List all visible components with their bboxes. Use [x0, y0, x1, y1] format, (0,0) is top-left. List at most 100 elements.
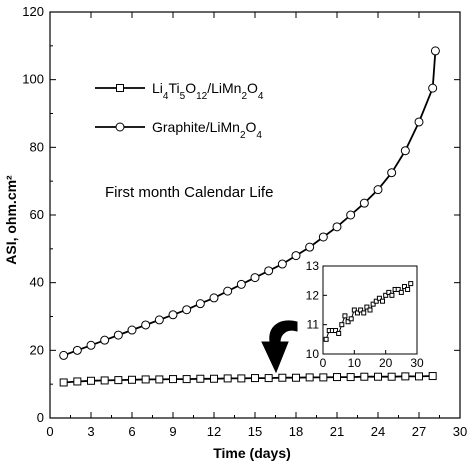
- square-marker: [374, 372, 382, 381]
- square-marker: [264, 374, 273, 383]
- inset-square-marker: [348, 316, 354, 322]
- inset-square-marker: [408, 281, 414, 287]
- circle-marker: [195, 299, 205, 309]
- circle-marker: [414, 117, 424, 127]
- circle-marker: [113, 330, 123, 340]
- legend-marker: [116, 84, 124, 92]
- square-marker: [360, 372, 369, 381]
- circle-marker: [100, 335, 110, 345]
- square-marker: [251, 374, 259, 383]
- legend-marker: [115, 122, 125, 132]
- circle-marker: [277, 259, 287, 269]
- plot-frame: [49, 11, 461, 419]
- inset-square-marker: [351, 307, 357, 313]
- circle-marker: [346, 210, 356, 220]
- square-marker: [333, 373, 341, 382]
- circle-marker: [332, 222, 342, 232]
- x-tick-label: 27: [412, 424, 426, 439]
- circle-marker: [291, 251, 301, 261]
- inset-square-marker: [395, 286, 401, 292]
- square-marker: [346, 373, 355, 382]
- circle-marker: [264, 266, 274, 276]
- series-layer: Li4Ti5O12/LiMn2O4 Graphite/LiMn2O4: [59, 46, 440, 387]
- y-axis-title: ASI, ohm.cm²: [3, 175, 19, 265]
- square-marker: [387, 372, 396, 381]
- square-marker: [223, 374, 232, 383]
- square-marker: [292, 373, 300, 382]
- square-marker: [305, 373, 314, 382]
- x-tick-label: 3: [87, 424, 94, 439]
- inset-square-marker: [398, 289, 404, 295]
- circle-marker: [182, 305, 192, 315]
- inset-square-marker: [367, 307, 373, 313]
- series-line-1: [63, 375, 433, 384]
- square-marker: [401, 372, 410, 381]
- inset-square-marker: [405, 286, 411, 292]
- square-marker: [128, 375, 136, 384]
- inset-x-tick-label: 20: [379, 356, 393, 370]
- curved-arrow-icon: [261, 320, 298, 374]
- inset-square-marker: [342, 313, 348, 319]
- x-tick-label: 0: [46, 424, 53, 439]
- inset-square-marker: [380, 298, 386, 304]
- y-tick-label: 0: [37, 410, 44, 425]
- circle-marker: [236, 279, 246, 289]
- inset-square-marker: [361, 310, 367, 316]
- inset-frame: [322, 265, 418, 355]
- circle-marker: [387, 168, 397, 178]
- circle-marker: [318, 232, 328, 242]
- square-marker: [169, 375, 177, 384]
- legend-label: Li4Ti5O12/LiMn2O4: [152, 80, 264, 102]
- x-tick-label: 30: [453, 424, 467, 439]
- inset-square-marker: [345, 319, 351, 325]
- inset-square-marker: [386, 289, 392, 295]
- inset-square-marker: [401, 284, 407, 290]
- square-marker: [141, 375, 150, 384]
- circle-marker: [168, 310, 178, 320]
- circle-marker: [127, 325, 137, 335]
- circle-marker: [86, 340, 96, 350]
- inset-y-tick-label: 12: [306, 288, 320, 302]
- inset-y-tick-label: 13: [306, 259, 320, 273]
- x-tick-label: 24: [371, 424, 385, 439]
- x-tick-label: 6: [128, 424, 135, 439]
- inset-x-tick-label: 10: [348, 356, 362, 370]
- circle-marker: [305, 242, 315, 252]
- square-marker: [415, 372, 423, 381]
- inset-square-marker: [373, 298, 379, 304]
- inset-y-tick-label: 10: [306, 347, 320, 361]
- x-axis-title: Time (days): [213, 445, 291, 461]
- y-tick-label: 60: [30, 207, 44, 222]
- x-tick-label: 9: [169, 424, 176, 439]
- x-tick-label: 18: [289, 424, 303, 439]
- inset-square-marker: [333, 328, 339, 334]
- y-tick-label: 120: [22, 4, 44, 19]
- inset-square-marker: [339, 322, 345, 328]
- x-tick-label: 12: [207, 424, 221, 439]
- circle-marker: [430, 46, 440, 56]
- square-marker: [155, 375, 164, 384]
- circle-marker: [59, 350, 69, 360]
- inset-square-marker: [358, 307, 364, 313]
- inset-square-marker: [323, 336, 329, 342]
- inset-x-tick-label: 0: [320, 356, 327, 370]
- circle-marker: [223, 286, 233, 296]
- x-tick-label: 21: [330, 424, 344, 439]
- square-marker: [100, 376, 109, 385]
- square-marker: [114, 376, 123, 385]
- inset-square-marker: [370, 301, 376, 307]
- square-marker: [87, 376, 95, 385]
- circle-marker: [72, 345, 82, 355]
- square-marker: [237, 374, 246, 383]
- inset-square-marker: [383, 292, 389, 298]
- square-marker: [278, 373, 287, 382]
- square-marker: [196, 374, 205, 383]
- square-marker: [182, 375, 191, 384]
- square-marker: [319, 373, 328, 382]
- inset-square-marker: [354, 310, 360, 316]
- inset-square-marker: [364, 304, 370, 310]
- x-tick-label: 15: [248, 424, 262, 439]
- circle-marker: [400, 146, 410, 156]
- square-marker: [73, 377, 82, 386]
